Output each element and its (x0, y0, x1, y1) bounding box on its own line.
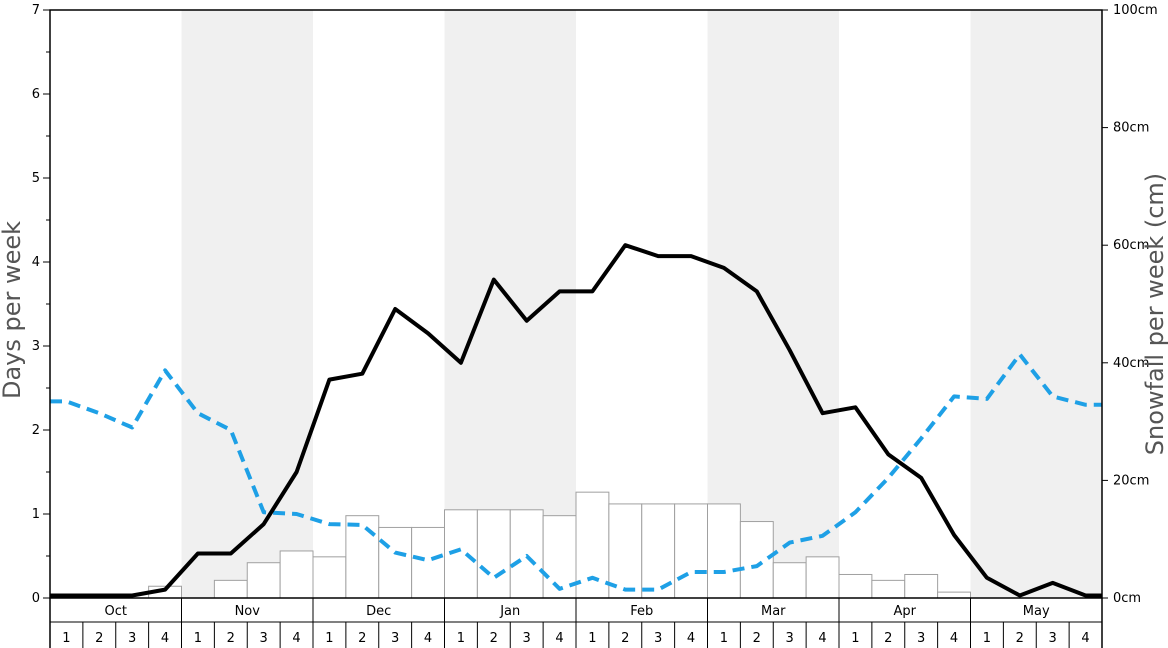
dashed-series-line (50, 352, 1102, 592)
week-label: 1 (194, 631, 202, 646)
month-shade-mar (707, 10, 839, 598)
week-label: 4 (687, 631, 695, 646)
week-label: 3 (391, 631, 399, 646)
left-tick-label: 2 (32, 423, 40, 438)
week-label: 1 (325, 631, 333, 646)
week-label: 3 (917, 631, 925, 646)
right-tick-label: 40cm (1113, 356, 1149, 371)
week-label: 4 (161, 631, 169, 646)
week-label: 2 (358, 631, 366, 646)
right-tick-label: 0cm (1113, 591, 1141, 606)
snowfall-bar (444, 509, 478, 599)
month-shade-jan (444, 10, 576, 598)
week-label: 1 (457, 631, 465, 646)
right-tick-label: 80cm (1113, 121, 1149, 136)
left-tick-label: 3 (32, 339, 40, 354)
snowfall-bar (345, 515, 380, 599)
week-label: 2 (884, 631, 892, 646)
snowfall-bar (904, 573, 939, 599)
week-label: 2 (1016, 631, 1024, 646)
snowfall-bar (378, 526, 413, 599)
week-label: 1 (588, 631, 596, 646)
week-label: 2 (490, 631, 498, 646)
week-label: 4 (1081, 631, 1089, 646)
snowfall-bar (411, 526, 445, 599)
week-label: 4 (818, 631, 826, 646)
week-label: 2 (621, 631, 629, 646)
month-label: Apr (894, 604, 917, 619)
left-axis-title: Days per week (0, 221, 26, 399)
week-label: 2 (753, 631, 761, 646)
week-label: 1 (720, 631, 728, 646)
month-label: Dec (366, 604, 391, 619)
snowfall-bar (838, 573, 873, 599)
week-label: 1 (62, 631, 70, 646)
week-label: 1 (983, 631, 991, 646)
month-label: Mar (761, 604, 786, 619)
week-label: 2 (227, 631, 235, 646)
left-tick-label: 6 (32, 87, 40, 102)
snowfall-bar (707, 503, 741, 599)
left-tick-label: 7 (32, 3, 40, 18)
month-label: Feb (630, 604, 653, 619)
right-axis-title: Snowfall per week (cm) (1141, 173, 1168, 455)
month-label: May (1023, 604, 1050, 619)
right-tick-label: 100cm (1113, 3, 1158, 18)
month-shade-may (970, 10, 1102, 598)
right-tick-label: 20cm (1113, 473, 1149, 488)
snowfall-bar (674, 503, 708, 599)
week-label: 4 (555, 631, 563, 646)
snowfall-bar (476, 509, 511, 599)
week-label: 2 (95, 631, 103, 646)
week-label: 3 (260, 631, 268, 646)
month-label: Oct (105, 604, 127, 619)
snowfall-bar (312, 556, 347, 599)
left-tick-label: 4 (32, 255, 40, 270)
week-label: 1 (851, 631, 859, 646)
snowfall-bar (772, 562, 807, 599)
week-label: 3 (128, 631, 136, 646)
left-tick-label: 5 (32, 171, 40, 186)
right-tick-label: 60cm (1113, 238, 1149, 253)
snowfall-bar (279, 550, 314, 599)
month-label: Jan (499, 604, 520, 619)
month-shade-nov (181, 10, 313, 598)
snowfall-bar (805, 556, 840, 599)
snowfall-bar (246, 562, 281, 599)
month-label: Nov (235, 604, 261, 619)
week-label: 4 (950, 631, 958, 646)
week-label: 4 (424, 631, 432, 646)
snowfall-bar (509, 509, 544, 599)
week-label: 3 (786, 631, 794, 646)
snowfall-bar (739, 521, 774, 599)
left-tick-label: 0 (32, 591, 40, 606)
snowfall-bar (575, 491, 610, 599)
snowfall-bar (937, 591, 971, 599)
snowfall-bar (608, 503, 643, 599)
left-tick-label: 1 (32, 507, 40, 522)
days-per-week-line (50, 243, 1102, 598)
snowfall-bar (871, 579, 906, 599)
week-label: 4 (292, 631, 300, 646)
week-label: 3 (523, 631, 531, 646)
week-label: 3 (1049, 631, 1057, 646)
snowfall-bar (213, 579, 248, 599)
week-label: 3 (654, 631, 662, 646)
